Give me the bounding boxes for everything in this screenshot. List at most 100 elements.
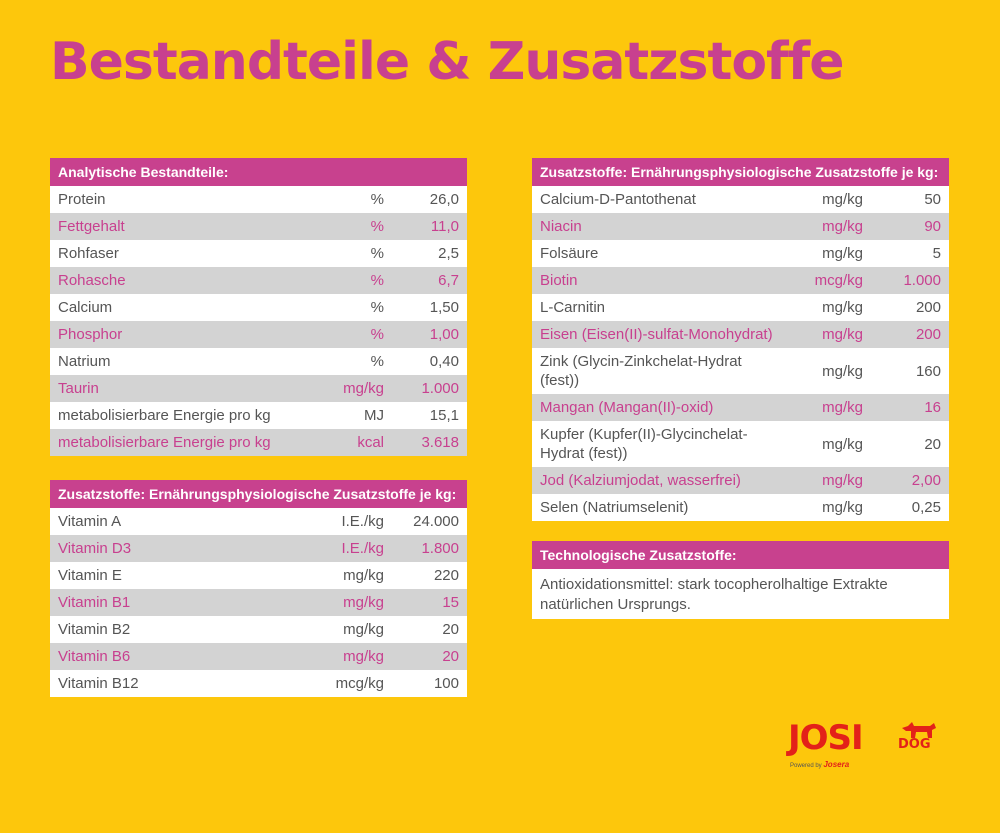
table-row: Phosphor% 1,00 bbox=[50, 321, 467, 348]
row-unit: % bbox=[370, 245, 384, 262]
table-row: Calcium% 1,50 bbox=[50, 294, 467, 321]
table-row: Rohfaser% 2,5 bbox=[50, 240, 467, 267]
row-value: 16 bbox=[924, 399, 941, 416]
row-name: Biotin bbox=[540, 272, 578, 289]
row-name: L-Carnitin bbox=[540, 299, 606, 316]
row-name: Eisen (Eisen(II)-sulfat-Monohydrat) bbox=[540, 326, 773, 343]
row-value: 15 bbox=[442, 594, 459, 611]
table-row: Vitamin B1 mg/kg 15 bbox=[50, 589, 467, 616]
table-row: Folsäure mg/kg 5 bbox=[532, 240, 949, 267]
dog-icon bbox=[902, 722, 936, 738]
row-unit: mg/kg bbox=[822, 326, 863, 343]
row-name: Calcium-D-Pantothenat bbox=[540, 191, 696, 208]
row-name: Vitamin B6 bbox=[58, 648, 131, 665]
row-unit: % bbox=[370, 326, 384, 343]
table-row: Vitamin B6 mg/kg 20 bbox=[50, 643, 467, 670]
josidog-logo: JOSI DOG Powered by Josera bbox=[788, 718, 948, 778]
logo-josi-text: JOSI bbox=[788, 718, 864, 758]
table-row: metabolisierbare Energie pro kg MJ 15,1 bbox=[50, 402, 467, 429]
row-name: Zink (Glycin-Zinkchelat-Hydrat (fest)) bbox=[540, 353, 742, 389]
row-value: 50 bbox=[924, 191, 941, 208]
technological-additives-box: Technologische Zusatzstoffe: Antioxidati… bbox=[532, 541, 949, 619]
row-name: Kupfer (Kupfer(II)-Glycinchelat-Hydrat (… bbox=[540, 426, 748, 462]
table-row: Vitamin A I.E./kg 24.000 bbox=[50, 508, 467, 535]
logo-dog-text: DOG bbox=[898, 737, 931, 752]
row-value: 200 bbox=[915, 299, 941, 316]
row-name: Fettgehalt bbox=[58, 218, 125, 235]
table-row: Protein% 26,0 bbox=[50, 186, 467, 213]
table-header: Zusatzstoffe: Ernährungsphysiologische Z… bbox=[532, 158, 949, 186]
row-name: metabolisierbare Energie pro kg bbox=[58, 434, 271, 451]
row-value: 24.000 bbox=[413, 513, 459, 530]
table-row: Mangan (Mangan(II)-oxid) mg/kg 16 bbox=[532, 394, 949, 421]
row-unit: % bbox=[370, 272, 384, 289]
row-value: 15,1 bbox=[429, 407, 459, 424]
row-unit: % bbox=[370, 218, 384, 235]
table-row: Calcium-D-Pantothenat mg/kg 50 bbox=[532, 186, 949, 213]
row-name: Phosphor bbox=[58, 326, 123, 343]
row-value: 3.618 bbox=[421, 434, 459, 451]
row-unit: mg/kg bbox=[822, 399, 863, 416]
josera-brand: Josera bbox=[823, 760, 850, 769]
row-name: Protein bbox=[58, 191, 106, 208]
table-row: Vitamin E mg/kg 220 bbox=[50, 562, 467, 589]
row-value: 1.000 bbox=[421, 380, 459, 397]
powered-by-label: Powered by bbox=[790, 763, 822, 769]
table-row: Vitamin B12 mcg/kg 100 bbox=[50, 670, 467, 697]
table-row: Vitamin D3 I.E./kg 1.800 bbox=[50, 535, 467, 562]
row-unit: % bbox=[370, 191, 384, 208]
table-row: Zink (Glycin-Zinkchelat-Hydrat (fest)) mg… bbox=[532, 348, 949, 394]
row-name: Rohasche bbox=[58, 272, 126, 289]
row-value: 220 bbox=[433, 567, 459, 584]
row-value: 20 bbox=[924, 435, 941, 453]
row-unit: mg/kg bbox=[343, 621, 384, 638]
page-title: Bestandteile & Zusatzstoffe bbox=[50, 32, 845, 92]
table-header: Analytische Bestandteile: bbox=[50, 158, 467, 186]
table-header: Zusatzstoffe: Ernährungsphysiologische Z… bbox=[50, 480, 467, 508]
row-unit: mcg/kg bbox=[814, 272, 863, 289]
logo-powered-by: Powered by Josera bbox=[790, 760, 849, 769]
row-name: Vitamin A bbox=[58, 513, 122, 530]
row-name: Vitamin B12 bbox=[58, 675, 139, 692]
row-name: Vitamin B2 bbox=[58, 621, 131, 638]
row-value: 0,40 bbox=[429, 353, 459, 370]
table-row: Kupfer (Kupfer(II)-Glycinchelat-Hydrat (… bbox=[532, 421, 949, 467]
row-name: Selen (Natriumselenit) bbox=[540, 499, 689, 516]
table-row: Niacin mg/kg 90 bbox=[532, 213, 949, 240]
row-name: Rohfaser bbox=[58, 245, 119, 262]
row-value: 26,0 bbox=[429, 191, 459, 208]
row-value: 20 bbox=[442, 648, 459, 665]
row-unit: mg/kg bbox=[343, 594, 384, 611]
row-value: 0,25 bbox=[911, 499, 941, 516]
technological-additives-text: Antioxidationsmittel: stark tocopherolha… bbox=[532, 569, 949, 619]
row-unit: kcal bbox=[357, 434, 384, 451]
row-value: 5 bbox=[932, 245, 941, 262]
row-value: 1.000 bbox=[903, 272, 941, 289]
table-body: Vitamin A I.E./kg 24.000 Vitamin D3 I.E./kg… bbox=[50, 508, 467, 697]
row-unit: mg/kg bbox=[343, 567, 384, 584]
row-value: 100 bbox=[433, 675, 459, 692]
table-row: Selen (Natriumselenit) mg/kg 0,25 bbox=[532, 494, 949, 521]
row-unit: % bbox=[370, 353, 384, 370]
row-unit: mcg/kg bbox=[335, 675, 384, 692]
row-unit: mg/kg bbox=[822, 362, 863, 380]
nutritional-additives-table: Zusatzstoffe: Ernährungsphysiologische Z… bbox=[532, 158, 949, 521]
row-name: Taurin bbox=[58, 380, 99, 397]
table-row: Jod (Kalziumjodat, wasserfrei) mg/kg 2,00 bbox=[532, 467, 949, 494]
row-unit: mg/kg bbox=[822, 245, 863, 262]
row-unit: MJ bbox=[364, 407, 384, 424]
table-body: Calcium-D-Pantothenat mg/kg 50 Niacin mg/kg… bbox=[532, 186, 949, 521]
row-name: Jod (Kalziumjodat, wasserfrei) bbox=[540, 472, 741, 489]
vitamin-additives-table: Zusatzstoffe: Ernährungsphysiologische Z… bbox=[50, 480, 467, 697]
row-value: 1.800 bbox=[421, 540, 459, 557]
row-name: Vitamin E bbox=[58, 567, 122, 584]
row-unit: mg/kg bbox=[822, 435, 863, 453]
row-unit: mg/kg bbox=[822, 218, 863, 235]
row-name: Vitamin D3 bbox=[58, 540, 132, 557]
table-row: L-Carnitin mg/kg 200 bbox=[532, 294, 949, 321]
row-value: 11,0 bbox=[430, 218, 459, 235]
row-unit: I.E./kg bbox=[341, 540, 384, 557]
row-value: 2,00 bbox=[911, 472, 941, 489]
row-name: metabolisierbare Energie pro kg bbox=[58, 407, 271, 424]
table-body: Protein% 26,0 Fettgehalt% 11,0 Rohfaser% 2,… bbox=[50, 186, 467, 456]
